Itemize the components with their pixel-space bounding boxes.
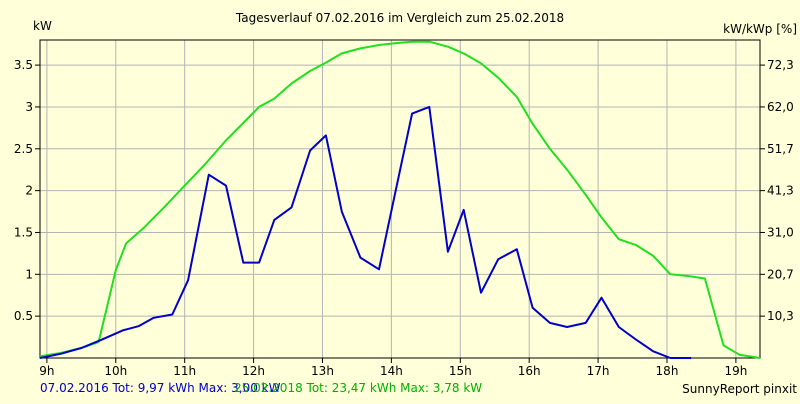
- x-tick-label: 18h: [656, 364, 679, 378]
- x-tick-label: 9h: [39, 364, 54, 378]
- y-tick-label-right: 51,7: [767, 142, 794, 156]
- x-tick-label: 14h: [380, 364, 403, 378]
- footer-series2-summary: 25.02.2018 Tot: 23,47 kWh Max: 3,78 kW: [234, 381, 482, 395]
- y-tick-label-left: 1.5: [14, 225, 33, 239]
- series-line-1: [39, 105, 692, 359]
- x-tick-label: 11h: [173, 364, 196, 378]
- chart-title: Tagesverlauf 07.02.2016 im Vergleich zum…: [235, 11, 564, 25]
- y-tick-label-left: 3.5: [14, 58, 33, 72]
- footer-series1-summary: 07.02.2016 Tot: 9,97 kWh Max: 3,00 kW: [40, 381, 281, 395]
- y-tick-label-right: 72,3: [767, 58, 794, 72]
- axes: [39, 39, 761, 359]
- y-tick-label-left: 2.5: [14, 142, 33, 156]
- y-tick-label-left: 3: [25, 100, 33, 114]
- y-tick-label-left: 2: [25, 184, 33, 198]
- x-tick-label: 10h: [104, 364, 127, 378]
- ticks: 9h 10h 11h 12h 13h 14h 15h 16h 17h 18h 19h 0.5 1 1.5 2…: [14, 58, 794, 378]
- y-tick-label-right: 31,0: [767, 225, 794, 239]
- y-tick-label-left: 0.5: [14, 309, 33, 323]
- y-axis-label-left: kW: [33, 19, 52, 33]
- y-tick-label-right: 20,7: [767, 267, 794, 281]
- y-tick-label-right: 10,3: [767, 309, 794, 323]
- series-line-2: [39, 40, 761, 359]
- y-tick-label-left: 1: [25, 267, 33, 281]
- y-tick-label-right: 62,0: [767, 100, 794, 114]
- y-axis-label-right: kW/kWp [%]: [723, 22, 797, 36]
- x-tick-label: 17h: [587, 364, 610, 378]
- plot-area-frame: [39, 39, 761, 359]
- grid: [40, 40, 760, 358]
- series: [39, 40, 761, 359]
- footer-credit: SunnyReport pinxit: [682, 382, 797, 396]
- x-tick-label: 13h: [311, 364, 334, 378]
- x-tick-label: 19h: [724, 364, 747, 378]
- x-tick-label: 12h: [242, 364, 265, 378]
- x-tick-label: 16h: [518, 364, 541, 378]
- y-tick-label-right: 41,3: [767, 184, 794, 198]
- x-tick-label: 15h: [449, 364, 472, 378]
